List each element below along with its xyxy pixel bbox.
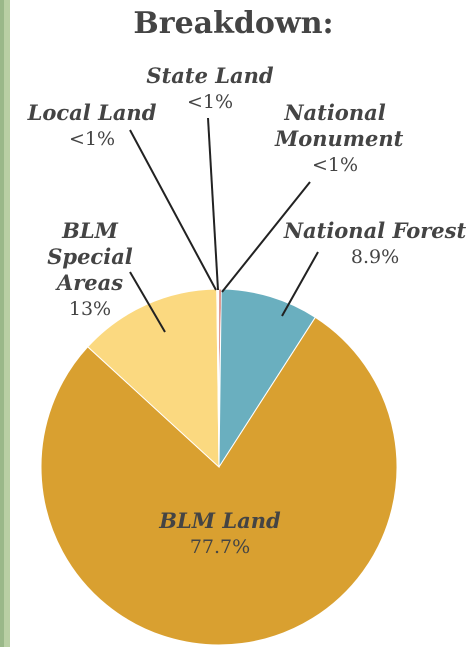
leader-line: [129, 271, 166, 333]
slice-name: National Monument: [275, 100, 404, 151]
slice-label: National Monument <1%: [275, 100, 404, 178]
slice-label: Local Land <1%: [22, 100, 162, 152]
slice-name: BLM Special Areas: [47, 218, 133, 295]
leader-line: [129, 129, 217, 291]
map-edge-dark: [0, 0, 4, 647]
slice-value: <1%: [311, 154, 359, 176]
slice-name: BLM Land: [159, 508, 281, 533]
leader-line: [221, 181, 311, 293]
slice-label: State Land <1%: [140, 63, 280, 115]
slice-name: State Land: [146, 63, 274, 88]
leader-line: [281, 251, 319, 317]
pie-slice: [87, 288, 220, 469]
slice-label: BLM Land 77.7%: [150, 508, 290, 560]
slice-value: 8.9%: [350, 246, 400, 268]
slice-value: <1%: [68, 128, 116, 150]
slice-name: Local Land: [27, 100, 157, 125]
leader-line: [207, 117, 219, 291]
slice-name: National Forest: [283, 218, 467, 243]
slice-value: 13%: [68, 298, 112, 320]
slice-value: 77.7%: [189, 536, 251, 558]
slice-value: <1%: [186, 91, 234, 113]
pie-slice: [40, 316, 398, 646]
slice-label: National Forest 8.9%: [280, 218, 467, 270]
map-edge: [0, 0, 10, 647]
chart-title: Breakdown:: [133, 6, 334, 41]
slice-label: BLM Special Areas 13%: [20, 218, 160, 322]
